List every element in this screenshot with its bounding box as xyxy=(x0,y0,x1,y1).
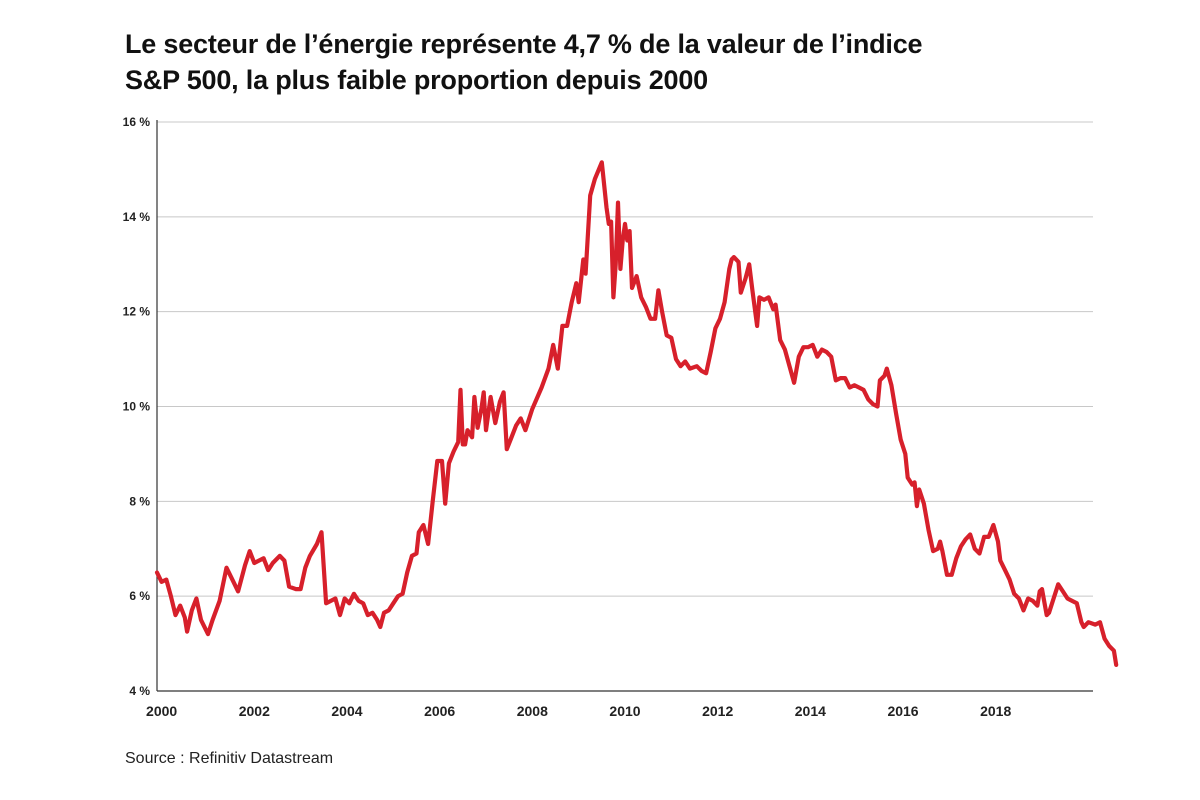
x-tick-label: 2006 xyxy=(424,703,455,719)
y-tick-label: 8 % xyxy=(129,494,150,508)
source-note: Source : Refinitiv Datastream xyxy=(125,750,334,767)
series-line xyxy=(154,160,1119,667)
y-tick-label: 12 % xyxy=(123,305,151,319)
y-tick-label: 4 % xyxy=(129,684,150,698)
x-tick-label: 2004 xyxy=(331,703,362,719)
y-tick-label: 10 % xyxy=(123,400,151,414)
x-tick-label: 2008 xyxy=(517,703,548,719)
y-tick-label: 6 % xyxy=(129,589,150,603)
y-axis-tick-labels: 4 % 6 % 8 % 10 % 12 % 14 % 16 % xyxy=(123,115,151,698)
x-axis-tick-labels: 2000 2002 2004 2006 2008 2010 2012 2014 2016 2018 xyxy=(146,703,1011,719)
chart-title-line-1: Le secteur de l’énergie représente 4,7 %… xyxy=(125,29,923,59)
x-tick-label: 2018 xyxy=(980,703,1011,719)
x-tick-label: 2010 xyxy=(609,703,640,719)
x-tick-label: 2016 xyxy=(887,703,918,719)
x-tick-label: 2000 xyxy=(146,703,177,719)
y-tick-label: 14 % xyxy=(123,210,151,224)
series-layer xyxy=(154,160,1119,667)
y-tick-label: 16 % xyxy=(123,115,151,129)
chart-title-line-2: S&P 500, la plus faible proportion depui… xyxy=(125,65,708,95)
x-tick-label: 2014 xyxy=(795,703,826,719)
chart-title: Le secteur de l’énergie représente 4,7 %… xyxy=(125,26,1125,98)
axes xyxy=(156,120,1093,692)
x-tick-label: 2002 xyxy=(239,703,270,719)
x-tick-label: 2012 xyxy=(702,703,733,719)
gridlines xyxy=(157,121,1093,597)
